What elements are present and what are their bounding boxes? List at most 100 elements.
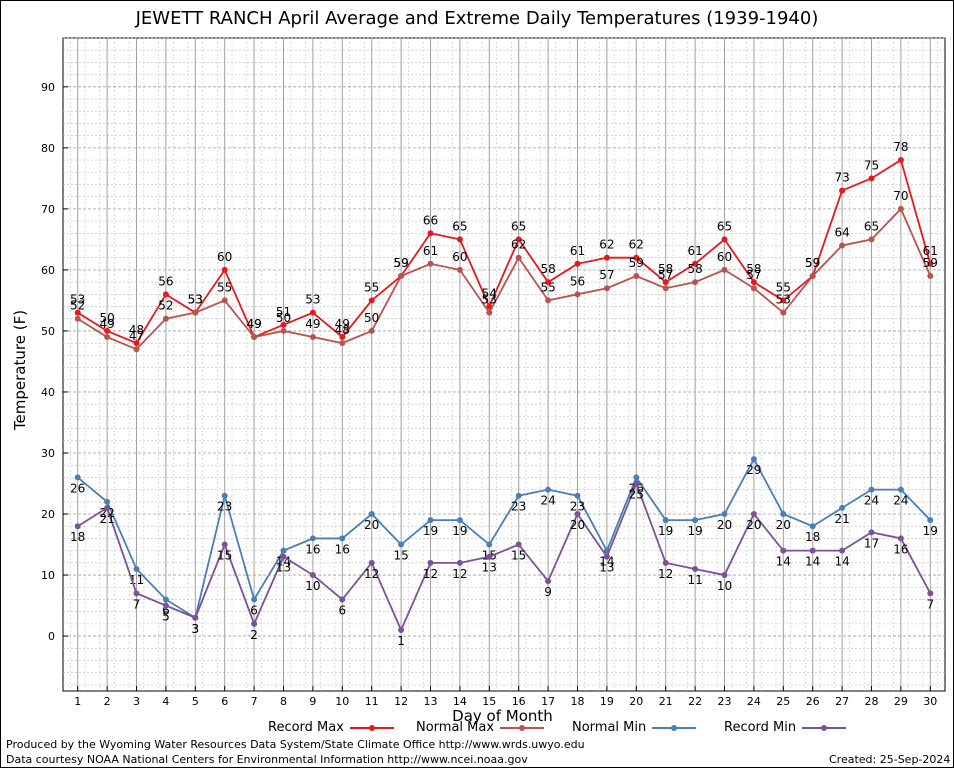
data-label: 11 xyxy=(687,573,702,587)
x-tick-label: 9 xyxy=(309,695,316,708)
data-label: 56 xyxy=(158,274,173,288)
data-label: 18 xyxy=(70,530,85,544)
y-tick-label: 80 xyxy=(41,142,55,155)
data-label: 23 xyxy=(570,500,585,514)
data-label: 59 xyxy=(805,256,820,270)
data-label: 26 xyxy=(70,481,85,495)
data-point xyxy=(427,517,434,524)
data-point xyxy=(809,547,816,554)
data-label: 50 xyxy=(364,311,379,325)
data-point xyxy=(162,291,169,298)
data-label: 10 xyxy=(717,579,732,593)
data-label: 12 xyxy=(452,567,467,581)
data-point xyxy=(251,620,258,627)
data-label: 53 xyxy=(188,293,203,307)
data-label: 65 xyxy=(452,219,467,233)
data-label: 52 xyxy=(70,299,85,313)
data-point xyxy=(515,236,522,243)
data-point xyxy=(545,578,552,585)
data-point xyxy=(515,254,522,261)
data-point xyxy=(456,266,463,273)
data-label: 24 xyxy=(864,494,879,508)
data-label: 49 xyxy=(246,317,261,331)
legend-label: Normal Max xyxy=(416,720,495,735)
data-point xyxy=(74,309,81,316)
data-point xyxy=(692,279,699,286)
data-label: 19 xyxy=(658,524,673,538)
y-tick-label: 60 xyxy=(41,264,55,277)
x-tick-label: 27 xyxy=(835,695,849,708)
data-point xyxy=(339,535,346,542)
data-label: 19 xyxy=(687,524,702,538)
data-label: 20 xyxy=(776,518,791,532)
data-point xyxy=(309,535,316,542)
x-tick-label: 20 xyxy=(629,695,643,708)
data-point xyxy=(721,511,728,518)
data-point xyxy=(251,334,258,341)
data-label: 47 xyxy=(129,329,144,343)
data-point xyxy=(750,456,757,463)
data-point xyxy=(427,230,434,237)
data-label: 70 xyxy=(893,189,908,203)
data-point xyxy=(897,205,904,212)
legend-label: Record Min xyxy=(724,720,797,735)
data-label: 20 xyxy=(717,518,732,532)
data-point xyxy=(251,596,258,603)
data-label: 21 xyxy=(99,512,114,526)
data-point xyxy=(750,285,757,292)
data-label: 7 xyxy=(926,597,934,611)
data-label: 65 xyxy=(511,219,526,233)
data-point xyxy=(427,559,434,566)
data-label: 61 xyxy=(570,244,585,258)
data-label: 54 xyxy=(482,287,497,301)
data-label: 57 xyxy=(658,268,673,282)
data-label: 12 xyxy=(364,567,379,581)
data-point xyxy=(339,334,346,341)
data-point xyxy=(309,334,316,341)
x-tick-label: 1 xyxy=(74,695,81,708)
data-point xyxy=(280,321,287,328)
data-point xyxy=(192,309,199,316)
data-point xyxy=(368,511,375,518)
data-point xyxy=(750,511,757,518)
x-tick-label: 6 xyxy=(221,695,228,708)
data-point xyxy=(927,273,934,280)
data-point xyxy=(692,260,699,267)
data-label: 12 xyxy=(423,567,438,581)
data-point xyxy=(280,327,287,334)
x-tick-label: 7 xyxy=(251,695,258,708)
data-point xyxy=(339,340,346,347)
data-point xyxy=(486,309,493,316)
x-tick-label: 3 xyxy=(133,695,140,708)
data-label: 73 xyxy=(834,171,849,185)
data-label: 3 xyxy=(191,622,199,636)
data-point xyxy=(74,523,81,530)
x-tick-label: 5 xyxy=(192,695,199,708)
data-label: 1 xyxy=(397,634,405,648)
data-label: 14 xyxy=(834,555,849,569)
data-label: 66 xyxy=(423,213,438,227)
data-point xyxy=(545,297,552,304)
legend-swatch-icon xyxy=(802,724,847,731)
legend-record-min: Record Min xyxy=(724,720,850,735)
data-point xyxy=(368,297,375,304)
data-label: 59 xyxy=(629,256,644,270)
data-label: 62 xyxy=(511,238,526,252)
x-tick-label: 22 xyxy=(688,695,702,708)
y-tick-label: 90 xyxy=(41,81,55,94)
data-label: 14 xyxy=(599,555,614,569)
data-label: 59 xyxy=(393,256,408,270)
data-label: 19 xyxy=(423,524,438,538)
x-tick-label: 24 xyxy=(747,695,761,708)
data-label: 14 xyxy=(805,555,820,569)
data-point xyxy=(809,273,816,280)
data-label: 78 xyxy=(893,140,908,154)
data-label: 6 xyxy=(250,603,258,617)
series-line xyxy=(77,481,932,633)
data-label: 59 xyxy=(393,256,408,270)
data-label: 59 xyxy=(923,256,938,270)
data-point xyxy=(721,266,728,273)
data-label: 58 xyxy=(540,262,555,276)
data-point xyxy=(221,266,228,273)
data-label: 53 xyxy=(776,293,791,307)
